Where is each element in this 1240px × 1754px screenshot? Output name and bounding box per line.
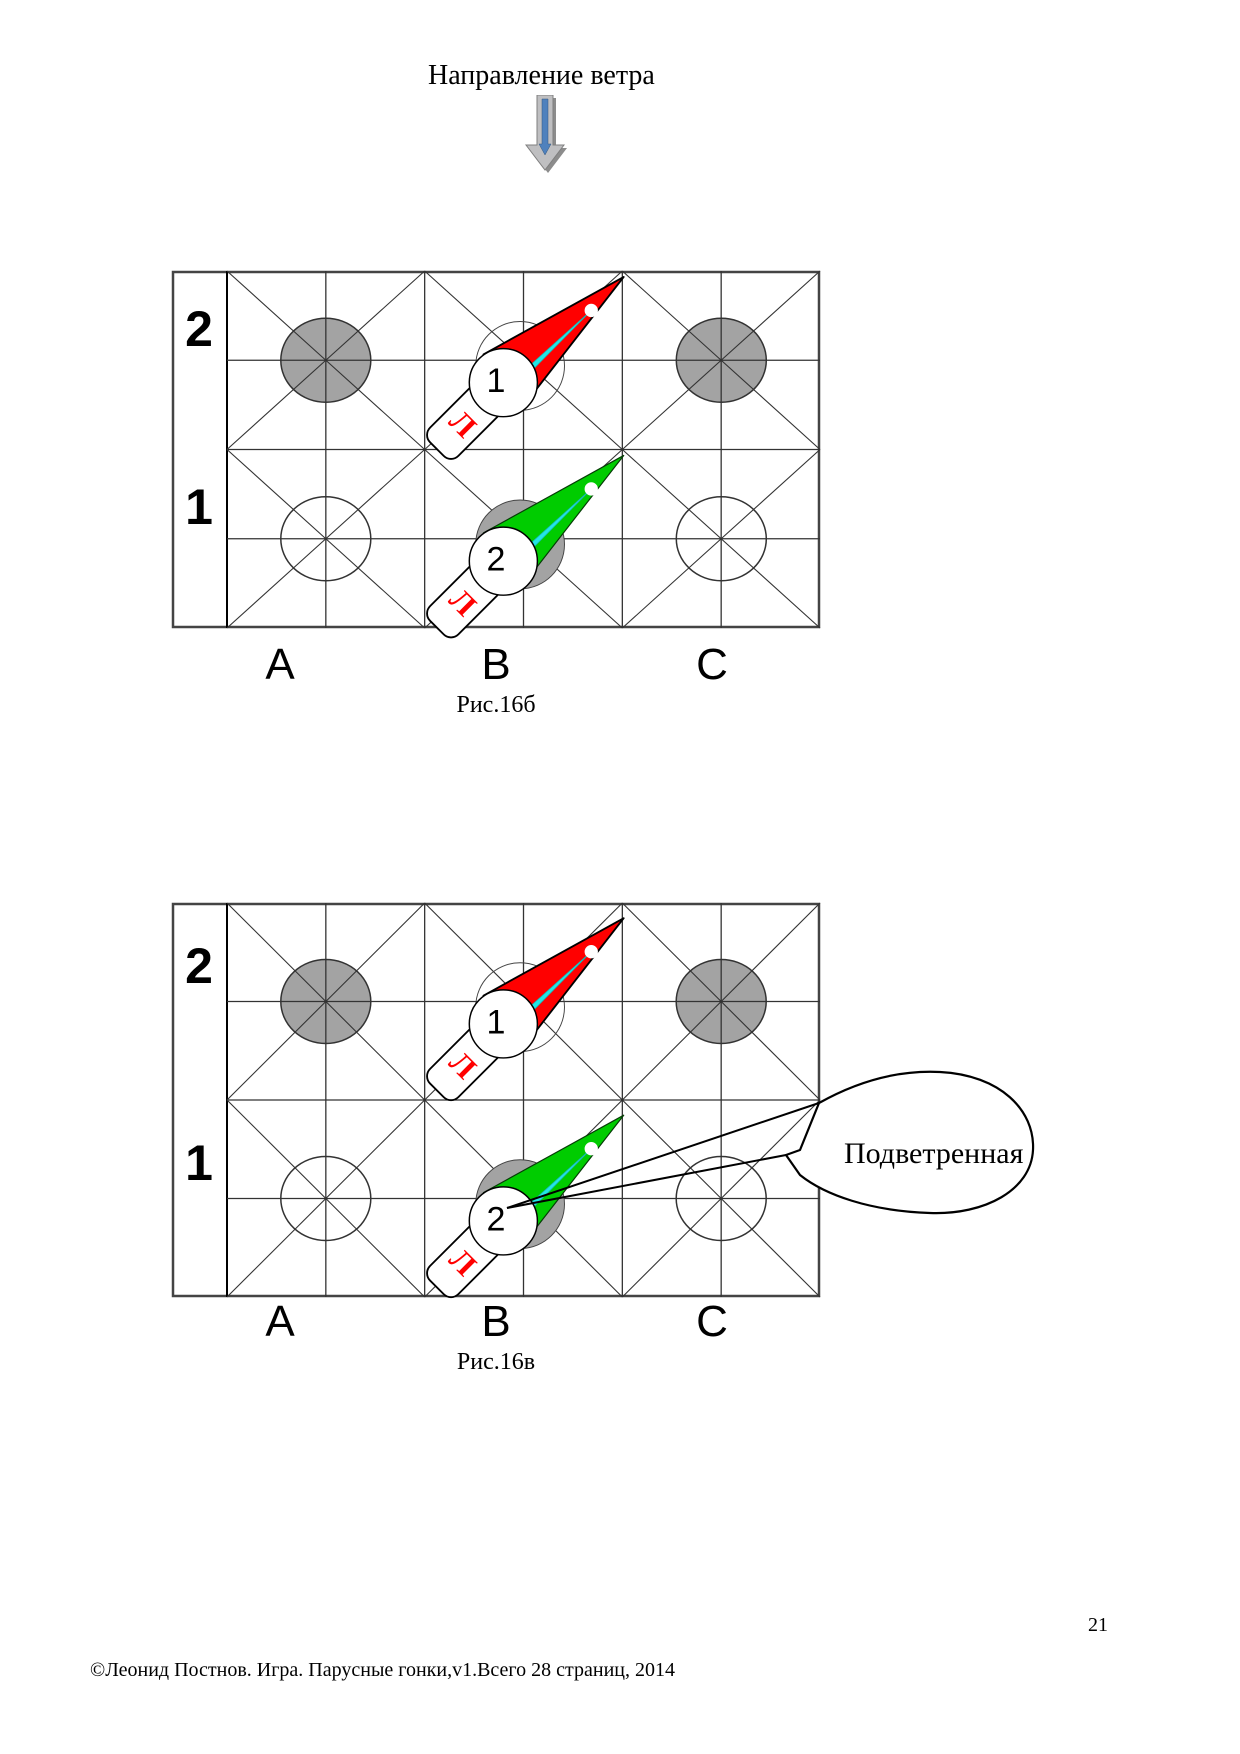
svg-text:2: 2: [185, 938, 213, 994]
svg-text:2: 2: [185, 301, 213, 357]
svg-text:2: 2: [487, 541, 506, 579]
svg-text:Подветренная: Подветренная: [844, 1137, 1024, 1170]
svg-text:1: 1: [487, 1003, 506, 1041]
svg-text:2: 2: [487, 1200, 506, 1238]
svg-text:1: 1: [487, 362, 506, 400]
svg-text:1: 1: [185, 1135, 213, 1191]
svg-text:1: 1: [185, 479, 213, 535]
